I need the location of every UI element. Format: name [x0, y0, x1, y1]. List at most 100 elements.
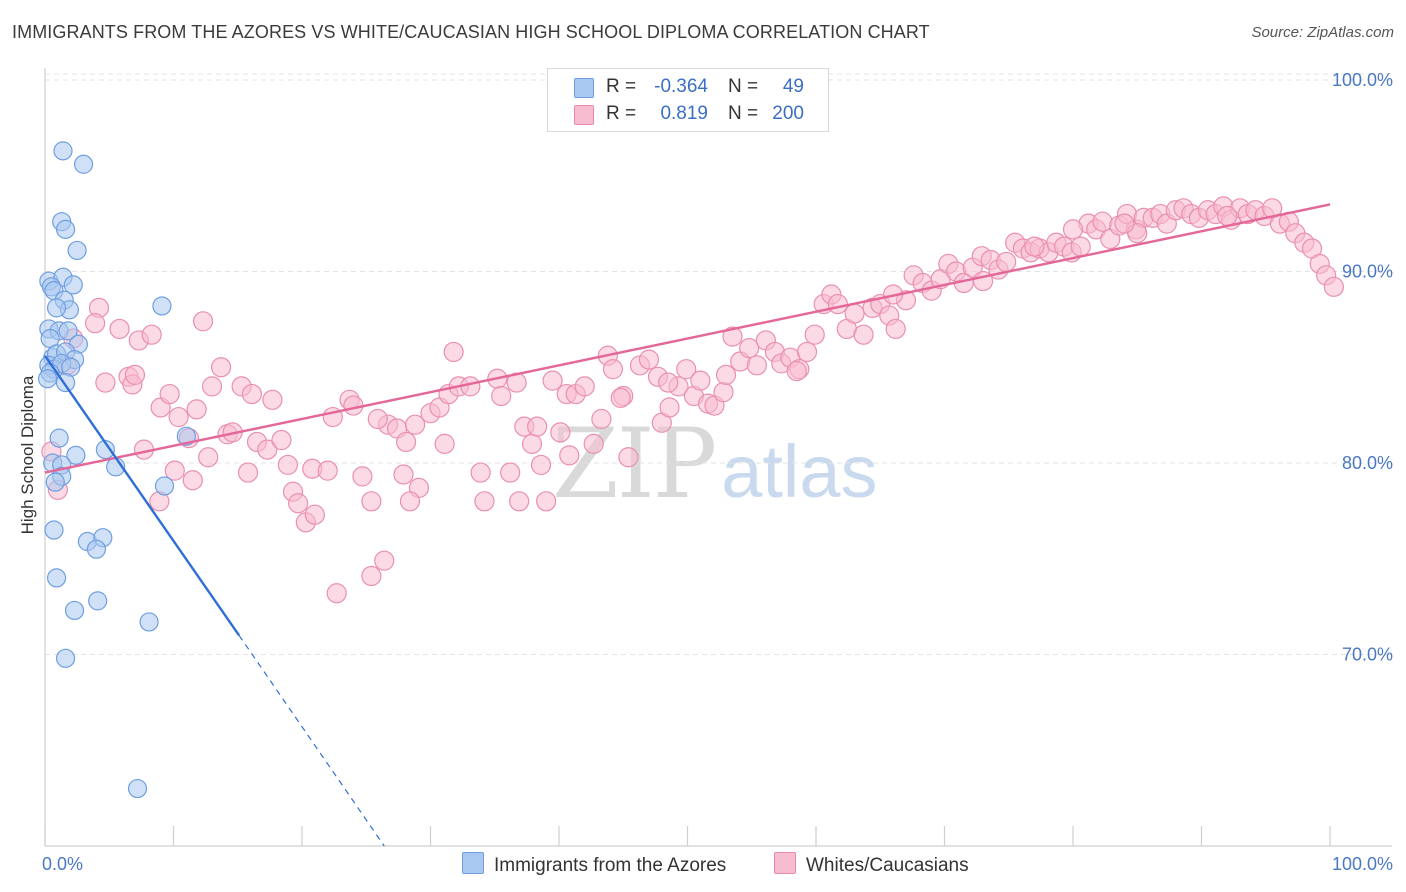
white-point [159, 383, 180, 405]
legend-r-value: 0.819 [660, 103, 708, 124]
white-point [237, 462, 259, 483]
white-point [470, 462, 491, 483]
white-point [85, 313, 106, 334]
white-point [746, 355, 767, 376]
white-point [536, 491, 557, 512]
azores-point [176, 426, 196, 446]
white-point [395, 431, 417, 453]
azores-point [46, 568, 67, 588]
white-point [521, 433, 543, 454]
legend-swatch-white [574, 105, 594, 125]
white-point [1070, 236, 1091, 257]
white-point [241, 383, 262, 405]
azores-point [66, 445, 86, 465]
white-point [443, 341, 464, 363]
white-point [399, 491, 421, 512]
white-point [186, 399, 207, 420]
white-point [109, 318, 130, 340]
white-point [1217, 205, 1238, 227]
white-point [210, 357, 232, 378]
tick-labels: 100.0% 90.0% 80.0% 70.0% 0.0% 100.0% [42, 70, 1393, 874]
y-axis-label: High School Diploma [18, 375, 37, 534]
azores-point [152, 296, 172, 316]
azores-point [95, 439, 115, 460]
white-point [201, 376, 223, 397]
white-point [618, 447, 639, 468]
white-point [164, 460, 185, 481]
white-trend-line [44, 203, 1331, 474]
legend-n-label: N = [728, 103, 759, 124]
azores-point [49, 428, 69, 448]
legend-r-value: -0.364 [654, 76, 708, 97]
x-tick-label: 0.0% [42, 854, 83, 874]
white-point [491, 385, 512, 407]
legend-n-value: 49 [782, 76, 804, 97]
white-point [1062, 219, 1084, 240]
white-point [583, 433, 604, 454]
legend-r-label: R = [606, 76, 637, 97]
legend: R = -0.364 N = 49 R = 0.819 N = 200 [547, 68, 829, 132]
white-point [602, 359, 624, 380]
white-point [257, 439, 278, 460]
white-point [95, 372, 116, 393]
white-point [713, 382, 734, 403]
azores-point [63, 275, 83, 295]
white-point [277, 454, 298, 476]
white-point [542, 370, 563, 391]
white-point [182, 470, 203, 491]
azores-point [88, 591, 108, 611]
white-point [404, 414, 426, 435]
white-point [722, 326, 743, 347]
white-point [786, 360, 807, 382]
white-point [192, 311, 214, 332]
white-point [676, 359, 697, 380]
white-point [304, 504, 325, 525]
y-tick-label: 80.0% [1342, 453, 1393, 473]
white-point [288, 493, 309, 514]
white-point [474, 491, 495, 512]
white-point [168, 406, 189, 428]
white-point [271, 429, 292, 451]
azores-point [73, 154, 94, 174]
y-tick-label: 70.0% [1342, 645, 1393, 665]
white-point [591, 408, 612, 430]
white-point [796, 341, 818, 363]
white-point [352, 466, 373, 487]
azores-point [55, 648, 76, 668]
white-point [853, 324, 874, 345]
azores-trend-line [44, 355, 241, 637]
white-point [1323, 276, 1344, 297]
bottom-legend-label-azores: Immigrants from the Azores [494, 855, 727, 876]
azores-trend-extension [238, 635, 385, 847]
azores-point [37, 369, 58, 389]
white-point [374, 550, 395, 571]
white-point [262, 389, 283, 410]
white-point [393, 464, 414, 485]
white-point [141, 324, 162, 345]
white-point [844, 303, 865, 324]
azores-point [58, 321, 78, 341]
white-point [550, 422, 571, 443]
white-point [527, 416, 548, 437]
white-point [827, 293, 848, 315]
white-point [1114, 213, 1135, 234]
axes [44, 68, 1392, 847]
white-point [124, 364, 146, 386]
legend-n-value: 200 [772, 103, 804, 124]
white-points [41, 196, 1344, 604]
white-point [715, 364, 737, 386]
azores-point [154, 476, 175, 496]
white-point [574, 376, 595, 397]
azores-point [86, 539, 107, 559]
legend-n-label: N = [728, 76, 759, 97]
white-point [434, 433, 455, 454]
y-tick-label: 90.0% [1342, 262, 1393, 282]
watermark-atlas: atlas [721, 430, 878, 513]
x-tick-label: 100.0% [1332, 854, 1393, 874]
white-point [530, 454, 552, 476]
white-point [638, 349, 660, 370]
azores-point [67, 240, 87, 261]
chart-title: IMMIGRANTS FROM THE AZORES VS WHITE/CAUC… [12, 22, 930, 42]
azores-point [44, 520, 64, 540]
azores-point [127, 778, 148, 799]
